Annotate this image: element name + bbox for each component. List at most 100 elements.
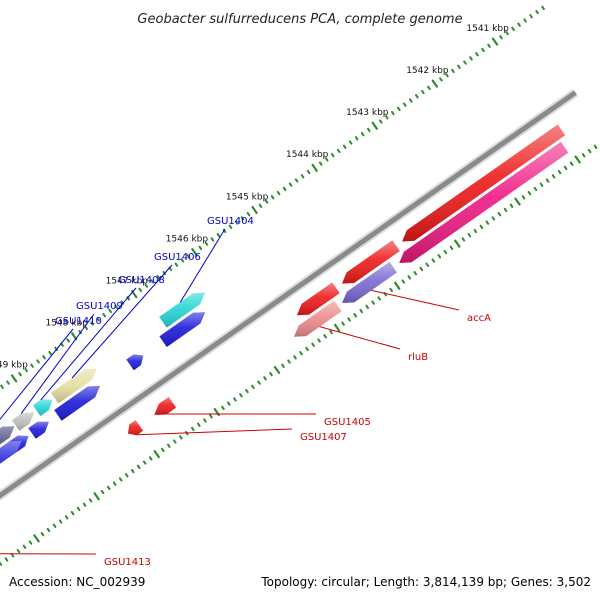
- inner-tick: [413, 271, 418, 276]
- gene-label: GSU1413: [104, 557, 151, 568]
- outer-tick: [385, 115, 389, 120]
- outer-tick: [102, 313, 106, 318]
- outer-tick: [144, 283, 149, 288]
- outer-tick: [251, 205, 258, 214]
- inner-tick: [443, 249, 448, 255]
- inner-tick: [334, 323, 341, 332]
- inner-tick: [527, 191, 532, 196]
- inner-tick: [574, 155, 581, 164]
- outer-tick: [330, 153, 335, 158]
- gene-label: GSU1409: [76, 301, 123, 312]
- gene-label: GSU1410: [55, 316, 102, 327]
- inner-tick: [454, 239, 461, 248]
- inner-tick: [467, 233, 472, 238]
- inner-tick: [593, 144, 598, 149]
- inner-tick: [394, 281, 401, 290]
- inner-tick: [299, 351, 303, 356]
- outer-tick: [397, 106, 401, 111]
- inner-tick: [545, 178, 550, 183]
- inner-tick: [22, 544, 27, 549]
- inner-tick: [191, 426, 195, 432]
- inner-tick: [167, 443, 171, 448]
- outer-tick: [0, 384, 4, 389]
- inner-tick: [389, 287, 393, 293]
- inner-tick: [233, 397, 237, 402]
- inner-tick: [485, 220, 490, 225]
- outer-tick: [487, 43, 491, 48]
- outer-tick: [391, 110, 395, 116]
- inner-tick: [257, 380, 261, 385]
- outer-tick: [198, 245, 203, 250]
- inner-tick: [148, 456, 153, 461]
- outer-tick: [282, 186, 287, 191]
- inner-tick: [521, 195, 526, 200]
- outer-tick: [421, 89, 425, 95]
- inner-tick: [88, 498, 93, 503]
- outer-tick: [138, 287, 143, 293]
- inner-tick: [371, 300, 375, 305]
- scale-label: 1544 kbp: [286, 150, 329, 160]
- backbone-line: [0, 90, 577, 499]
- reverse-gene-shade: [342, 261, 397, 303]
- outer-tick: [535, 9, 539, 15]
- reverse-gene-shade: [402, 124, 566, 242]
- outer-tick: [156, 275, 161, 280]
- forward-gene-shade: [159, 312, 206, 347]
- outer-tick: [523, 18, 527, 23]
- outer-tick: [415, 94, 419, 99]
- outer-tick: [491, 37, 499, 46]
- inner-tick: [407, 275, 412, 280]
- inner-tick: [329, 329, 333, 335]
- outer-tick: [354, 136, 359, 141]
- inner-tick: [551, 174, 556, 179]
- forward-gene-shade: [28, 421, 49, 439]
- inner-tick: [28, 540, 33, 545]
- outer-tick: [48, 350, 52, 356]
- inner-tick: [142, 460, 147, 465]
- outer-tick: [186, 254, 191, 259]
- inner-tick: [4, 557, 9, 562]
- outer-tick: [191, 248, 198, 257]
- outer-tick: [150, 279, 155, 284]
- outer-tick: [228, 224, 233, 229]
- outer-tick: [379, 119, 383, 124]
- inner-tick: [569, 161, 574, 166]
- scale-label: 1546 kbp: [166, 234, 209, 244]
- inner-tick: [70, 511, 75, 516]
- inner-tick: [239, 393, 243, 398]
- outer-tick: [276, 190, 281, 196]
- inner-tick: [311, 342, 315, 347]
- inner-tick: [112, 481, 117, 486]
- inner-tick: [209, 414, 213, 419]
- inner-tick: [58, 519, 63, 524]
- forward-gene-shade: [11, 412, 35, 431]
- outer-tick: [288, 182, 293, 187]
- forward-gene-shade: [159, 292, 205, 328]
- reverse-gene-shade: [154, 397, 177, 415]
- inner-tick: [197, 422, 201, 427]
- label-connector: [71, 264, 173, 379]
- inner-tick: [33, 534, 40, 543]
- inner-tick: [365, 304, 369, 309]
- inner-tick: [503, 207, 508, 213]
- inner-tick: [287, 359, 291, 364]
- inner-tick: [173, 439, 177, 444]
- inner-tick: [100, 489, 105, 495]
- forward-gene-shade: [54, 385, 100, 421]
- outer-tick: [324, 157, 329, 162]
- outer-tick: [505, 30, 509, 36]
- forward-gene-shade: [51, 368, 97, 404]
- outer-tick: [258, 203, 263, 208]
- outer-tick: [427, 85, 431, 90]
- outer-tick: [300, 174, 305, 179]
- outer-tick: [70, 332, 78, 341]
- backbone: [0, 88, 579, 502]
- inner-tick: [437, 254, 442, 259]
- inner-tick: [359, 308, 363, 314]
- gene-label: GSU1408: [118, 275, 165, 286]
- outer-tick: [431, 79, 439, 88]
- inner-tick: [293, 355, 297, 360]
- inner-tick: [16, 548, 21, 554]
- inner-tick: [419, 266, 424, 272]
- inner-tick: [124, 473, 129, 478]
